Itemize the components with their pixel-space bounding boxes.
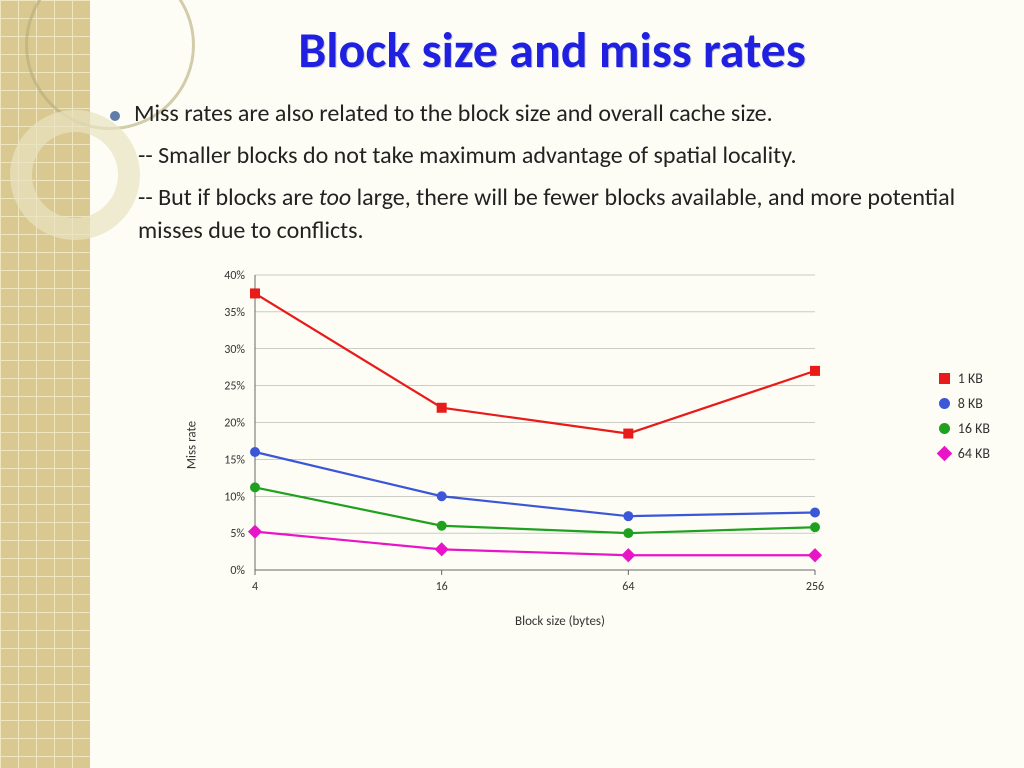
bullet-1: Miss rates are also related to the block…	[110, 99, 994, 128]
svg-text:40%: 40%	[224, 269, 245, 283]
legend-label: 64 KB	[958, 445, 990, 462]
subpoint-2-prefix: -- But if blocks are	[138, 183, 319, 212]
legend-marker-icon	[939, 373, 950, 384]
svg-text:15%: 15%	[224, 454, 245, 468]
legend-marker-icon	[939, 398, 950, 409]
svg-text:35%: 35%	[224, 306, 245, 320]
legend-label: 8 KB	[958, 395, 983, 412]
svg-text:4: 4	[252, 580, 258, 594]
svg-text:25%: 25%	[224, 380, 245, 394]
slide-content: Block size and miss rates Miss rates are…	[110, 20, 994, 748]
legend-item: 1 KB	[939, 370, 990, 387]
slide-title: Block size and miss rates	[110, 20, 994, 81]
bullet-icon	[110, 111, 120, 121]
subpoint-2-em: too	[319, 183, 351, 212]
legend-item: 16 KB	[939, 420, 990, 437]
svg-text:30%: 30%	[224, 343, 245, 357]
svg-text:16: 16	[436, 580, 448, 594]
y-axis-label: Miss rate	[185, 421, 200, 469]
legend-item: 64 KB	[939, 445, 990, 462]
legend-marker-icon	[936, 446, 952, 462]
legend-label: 1 KB	[958, 370, 983, 387]
legend-item: 8 KB	[939, 395, 990, 412]
bullet-text: Miss rates are also related to the block…	[134, 99, 773, 128]
svg-text:20%: 20%	[224, 417, 245, 431]
x-axis-label: Block size (bytes)	[515, 614, 605, 629]
svg-text:5%: 5%	[230, 527, 245, 541]
svg-text:64: 64	[622, 580, 634, 594]
legend-marker-icon	[939, 423, 950, 434]
chart-svg: 0% 5% 10% 15% 20% 25% 30% 35% 40% 4 16 64 256	[170, 265, 950, 625]
svg-text:256: 256	[806, 580, 824, 594]
subpoint-2: -- But if blocks are too large, there wi…	[138, 182, 994, 247]
subpoint-1: -- Smaller blocks do not take maximum ad…	[138, 140, 994, 172]
legend-label: 16 KB	[958, 420, 990, 437]
chart-legend: 1 KB 8 KB 16 KB 64 KB	[939, 370, 990, 470]
svg-text:0%: 0%	[230, 564, 245, 578]
svg-text:10%: 10%	[224, 490, 245, 504]
miss-rate-chart: 0% 5% 10% 15% 20% 25% 30% 35% 40% 4 16 64 256 Miss r…	[170, 265, 950, 625]
